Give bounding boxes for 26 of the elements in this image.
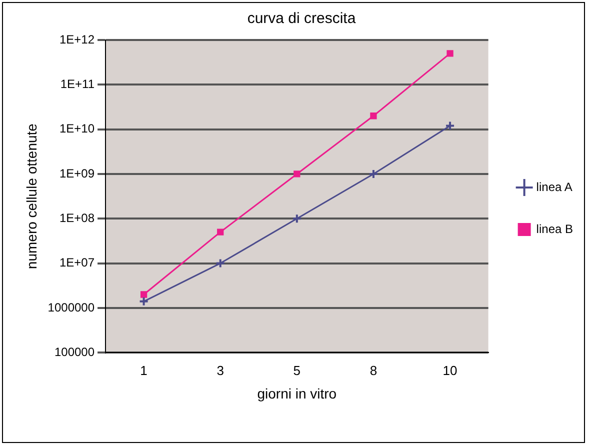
point (217, 228, 224, 236)
point (368, 168, 378, 179)
y-tick-label: 1E+11 (60, 76, 95, 91)
point (215, 258, 226, 268)
x-tick-label: 5 (293, 362, 301, 378)
y-tick-label: 1E+08 (59, 210, 95, 225)
chart-title: curva di crescita (247, 10, 356, 28)
y-tick-label: 1000000 (48, 300, 95, 314)
y-tick-label: 1E+12 (59, 32, 95, 46)
y-axis-title: numero cellule ottenute (23, 123, 40, 270)
point (446, 50, 454, 57)
x-tick-label: 3 (216, 362, 224, 378)
y-tick-label: 1E+10 (59, 122, 95, 136)
x-tick-label: 8 (370, 362, 378, 378)
x-tick-label: 10 (442, 362, 458, 378)
point (370, 112, 377, 120)
point (292, 214, 302, 224)
x-axis-title: giorni in vitro (257, 385, 337, 402)
y-tick-label: 100000 (54, 344, 95, 359)
point (140, 291, 148, 298)
y-tick-label: 1E+07 (59, 256, 95, 270)
point (294, 170, 300, 178)
x-tick-label: 1 (140, 362, 148, 378)
legend-label: linea A (536, 180, 572, 194)
y-tick-label: 1E+09 (59, 166, 95, 180)
legend-label: linea B (536, 222, 574, 236)
